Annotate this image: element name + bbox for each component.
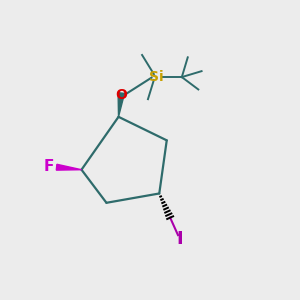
Text: F: F [43, 159, 54, 174]
Text: Si: Si [149, 70, 164, 84]
Polygon shape [56, 164, 82, 170]
Text: O: O [115, 88, 127, 102]
Text: I: I [176, 230, 183, 247]
Polygon shape [118, 93, 124, 117]
